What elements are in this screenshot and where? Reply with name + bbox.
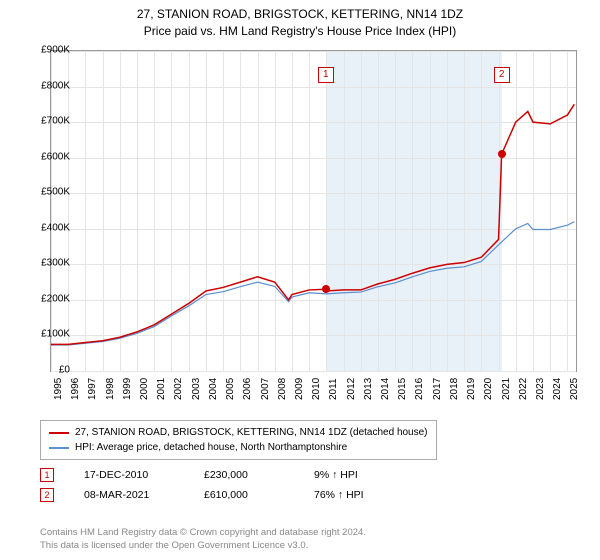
sale-price: £230,000 xyxy=(204,469,284,481)
x-axis-label: 2023 xyxy=(535,378,546,400)
sales-table: 1 17-DEC-2010 £230,000 9% ↑ HPI 2 08-MAR-2021… xyxy=(40,468,364,508)
x-axis-label: 2000 xyxy=(139,378,150,400)
y-axis-label: £0 xyxy=(25,365,70,376)
legend-item: 27, STANION ROAD, BRIGSTOCK, KETTERING, … xyxy=(49,425,428,440)
x-axis-label: 2013 xyxy=(363,378,374,400)
x-axis-label: 2011 xyxy=(328,378,339,400)
x-axis-label: 2015 xyxy=(397,378,408,400)
x-axis-label: 2008 xyxy=(277,378,288,400)
sale-date: 17-DEC-2010 xyxy=(84,469,174,481)
sale-marker-point xyxy=(322,285,330,293)
x-axis-label: 2009 xyxy=(294,378,305,400)
y-axis-label: £600K xyxy=(25,151,70,162)
chart-title: 27, STANION ROAD, BRIGSTOCK, KETTERING, … xyxy=(0,0,600,40)
sale-date: 08-MAR-2021 xyxy=(84,489,174,501)
y-axis-label: £200K xyxy=(25,293,70,304)
gridline-h xyxy=(51,371,576,372)
footer-attribution: Contains HM Land Registry data © Crown c… xyxy=(40,527,366,552)
footer-line1: Contains HM Land Registry data © Crown c… xyxy=(40,527,366,539)
x-axis-label: 2025 xyxy=(569,378,580,400)
plot-area: 12 xyxy=(50,50,577,372)
legend-item: HPI: Average price, detached house, Nort… xyxy=(49,440,428,455)
x-axis-label: 2020 xyxy=(483,378,494,400)
x-axis-label: 1999 xyxy=(122,378,133,400)
legend-label: 27, STANION ROAD, BRIGSTOCK, KETTERING, … xyxy=(75,425,428,440)
x-axis-label: 2018 xyxy=(449,378,460,400)
x-axis-label: 2007 xyxy=(260,378,271,400)
x-axis-label: 2010 xyxy=(311,378,322,400)
series-line-hpi xyxy=(51,222,574,345)
x-axis-label: 2003 xyxy=(191,378,202,400)
sale-marker-box: 1 xyxy=(318,67,334,83)
x-axis-label: 2002 xyxy=(173,378,184,400)
x-axis-label: 1997 xyxy=(87,378,98,400)
x-axis-label: 2001 xyxy=(156,378,167,400)
y-axis-label: £700K xyxy=(25,116,70,127)
chart-container: 27, STANION ROAD, BRIGSTOCK, KETTERING, … xyxy=(0,0,600,560)
x-axis-label: 2021 xyxy=(501,378,512,400)
x-axis-label: 2005 xyxy=(225,378,236,400)
sale-delta: 9% ↑ HPI xyxy=(314,469,358,481)
legend-label: HPI: Average price, detached house, Nort… xyxy=(75,440,347,455)
x-axis-label: 2004 xyxy=(208,378,219,400)
series-line-property xyxy=(51,104,574,344)
y-axis-label: £300K xyxy=(25,258,70,269)
line-svg xyxy=(51,51,576,371)
x-axis-label: 2012 xyxy=(346,378,357,400)
x-axis-label: 2014 xyxy=(380,378,391,400)
x-axis-label: 1995 xyxy=(53,378,64,400)
y-axis-label: £400K xyxy=(25,222,70,233)
x-axis-label: 2024 xyxy=(552,378,563,400)
y-axis-label: £800K xyxy=(25,80,70,91)
y-axis-label: £500K xyxy=(25,187,70,198)
title-line1: 27, STANION ROAD, BRIGSTOCK, KETTERING, … xyxy=(0,6,600,23)
sale-row: 1 17-DEC-2010 £230,000 9% ↑ HPI xyxy=(40,468,364,482)
x-axis-label: 2022 xyxy=(518,378,529,400)
x-axis-label: 2006 xyxy=(242,378,253,400)
legend: 27, STANION ROAD, BRIGSTOCK, KETTERING, … xyxy=(40,420,437,460)
footer-line2: This data is licensed under the Open Gov… xyxy=(40,540,366,552)
legend-swatch xyxy=(49,432,69,434)
sale-number-badge: 1 xyxy=(40,468,54,482)
x-axis-label: 2019 xyxy=(466,378,477,400)
sale-marker-box: 2 xyxy=(494,67,510,83)
sale-number-badge: 2 xyxy=(40,488,54,502)
x-axis-label: 2017 xyxy=(432,378,443,400)
y-axis-label: £100K xyxy=(25,329,70,340)
x-axis-label: 1996 xyxy=(70,378,81,400)
y-axis-label: £900K xyxy=(25,45,70,56)
sale-delta: 76% ↑ HPI xyxy=(314,489,364,501)
title-line2: Price paid vs. HM Land Registry's House … xyxy=(0,23,600,40)
x-axis-label: 2016 xyxy=(414,378,425,400)
sale-marker-point xyxy=(498,150,506,158)
legend-swatch xyxy=(49,447,69,449)
x-axis-label: 1998 xyxy=(105,378,116,400)
sale-price: £610,000 xyxy=(204,489,284,501)
sale-row: 2 08-MAR-2021 £610,000 76% ↑ HPI xyxy=(40,488,364,502)
